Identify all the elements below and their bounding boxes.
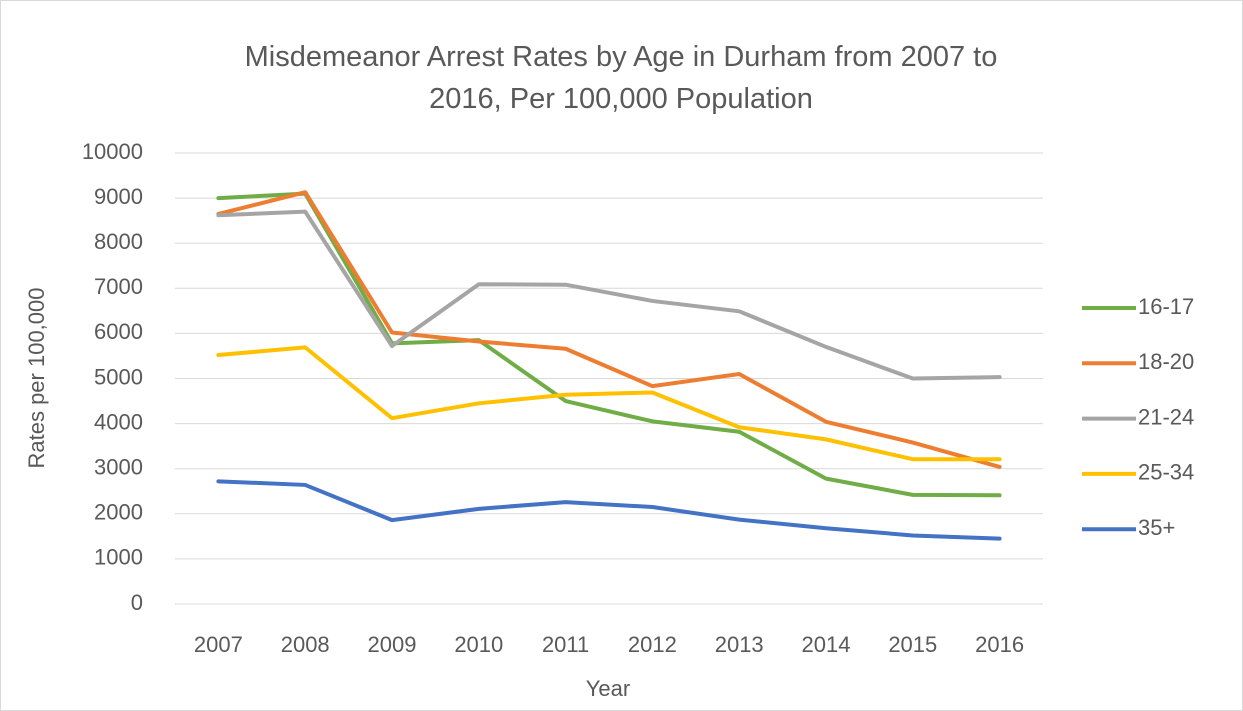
x-tick-label: 2007 <box>194 632 243 657</box>
y-axis-title: Rates per 100,000 <box>24 287 49 468</box>
series-line <box>216 345 1002 462</box>
y-tick-label: 3000 <box>94 455 143 480</box>
chart-title: Misdemeanor Arrest Rates by Age in Durha… <box>244 41 998 115</box>
y-tick-label: 8000 <box>94 229 143 254</box>
y-tick-label: 2000 <box>94 500 143 525</box>
series-line <box>216 191 1002 498</box>
x-tick-label: 2013 <box>715 632 764 657</box>
x-tick-label: 2009 <box>368 632 417 657</box>
y-tick-label: 9000 <box>94 184 143 209</box>
y-tick-label: 5000 <box>94 364 143 389</box>
x-tick-label: 2011 <box>542 632 589 657</box>
x-tick-label: 2015 <box>888 632 937 657</box>
series-line <box>216 479 1002 541</box>
x-axis-title: Year <box>586 676 630 701</box>
legend-label: 25-34 <box>1138 460 1194 485</box>
y-tick-label: 0 <box>131 590 143 615</box>
legend-label: 21-24 <box>1138 404 1194 429</box>
x-tick-label: 2008 <box>281 632 330 657</box>
y-tick-label: 1000 <box>94 545 143 570</box>
y-tick-label: 6000 <box>94 319 143 344</box>
legend-label: 35+ <box>1138 515 1175 540</box>
y-tick-label: 10000 <box>82 139 143 164</box>
x-tick-label: 2016 <box>975 632 1024 657</box>
legend-label: 18-20 <box>1138 349 1194 374</box>
x-tick-label: 2010 <box>454 632 503 657</box>
series-line <box>216 190 1002 469</box>
y-tick-label: 7000 <box>94 274 143 299</box>
legend-label: 16-17 <box>1138 294 1194 319</box>
series-line <box>216 209 1002 381</box>
y-tick-label: 4000 <box>94 409 143 434</box>
x-tick-label: 2014 <box>802 632 851 657</box>
x-tick-label: 2012 <box>628 632 677 657</box>
